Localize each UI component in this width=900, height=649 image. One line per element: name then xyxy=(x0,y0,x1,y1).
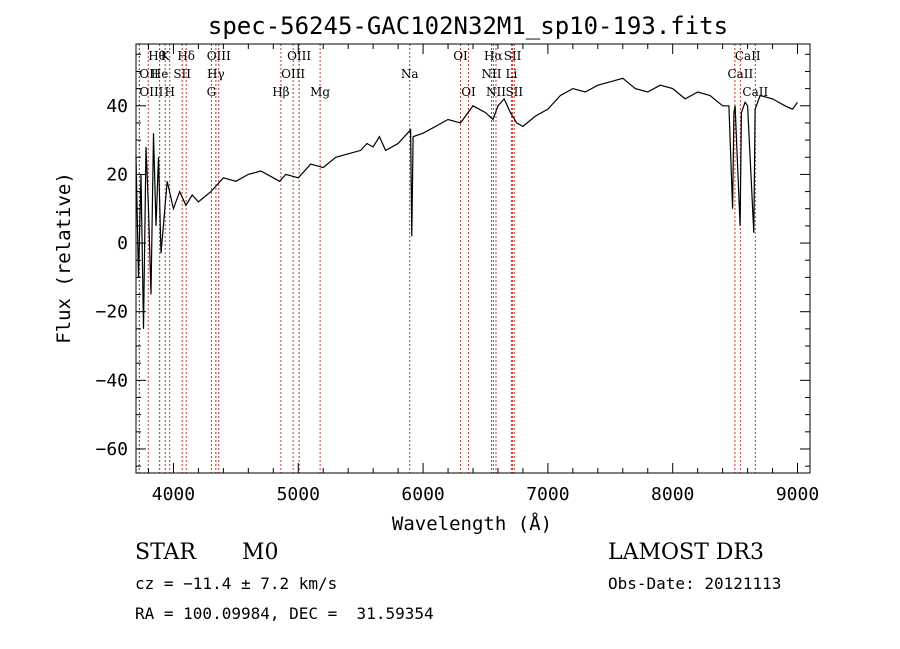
x-tick-label: 7000 xyxy=(526,484,569,505)
spectral-line-label: CaII xyxy=(727,67,753,81)
spectral-line-label: OIII xyxy=(139,85,163,99)
spectral-line-label: CaII xyxy=(735,49,761,63)
spectral-line-label: OI xyxy=(461,85,476,99)
x-tick-label: 9000 xyxy=(776,484,819,505)
spectral-line-label: G xyxy=(207,85,217,99)
spectral-line-label: NII xyxy=(481,67,501,81)
y-axis-ticks: −60 −40 −20 0 20 40 xyxy=(95,53,810,467)
x-tick-label: 8000 xyxy=(651,484,694,505)
y-tick-label: 40 xyxy=(106,96,128,117)
object-subclass: M0 xyxy=(242,540,279,565)
spectral-line-label: OIII xyxy=(207,49,231,63)
y-tick-label: −60 xyxy=(95,439,128,460)
x-tick-label: 6000 xyxy=(401,484,444,505)
chart-title: spec-56245-GAC102N32M1_sp10-193.fits xyxy=(208,12,728,40)
y-tick-label: −40 xyxy=(95,370,128,391)
plot-frame xyxy=(135,43,811,474)
spectral-line-label: Na xyxy=(401,67,419,81)
coordinates: RA = 100.09984, DEC = 31.59354 xyxy=(135,604,434,623)
survey-name: LAMOST DR3 xyxy=(608,540,764,565)
x-axis-label: Wavelength (Å) xyxy=(392,512,552,535)
x-axis-ticks: 4000 5000 6000 7000 8000 9000 xyxy=(147,44,819,505)
y-tick-label: 0 xyxy=(117,233,128,254)
spectral-line-label: OI xyxy=(453,49,468,63)
x-tick-label: 4000 xyxy=(152,484,195,505)
spectral-line-label: Hα xyxy=(484,49,503,63)
spectral-line-label: Li xyxy=(506,67,518,81)
spectral-line-label: K xyxy=(161,49,171,63)
spectral-line-label: Hβ xyxy=(272,85,289,99)
spectral-line-label: SII xyxy=(504,49,522,63)
x-tick-label: 5000 xyxy=(277,484,320,505)
observation-date: Obs-Date: 20121113 xyxy=(608,574,782,593)
spectral-line-label: SII xyxy=(173,67,191,81)
object-class: STAR xyxy=(135,540,196,565)
spectral-line-markers xyxy=(138,44,756,473)
spectral-line-label: Hθ xyxy=(148,49,166,63)
spectral-line-label: He xyxy=(151,67,169,81)
flux-series-line xyxy=(135,77,798,329)
spectral-line-label: NII xyxy=(486,85,506,99)
redshift-cz: cz = −11.4 ± 7.2 km/s xyxy=(135,574,338,593)
spectral-line-label: OIII xyxy=(287,49,311,63)
spectrum-chart: spec-56245-GAC102N32M1_sp10-193.fits HθK… xyxy=(53,12,819,535)
spectral-line-label: Hδ xyxy=(177,49,195,63)
spectral-line-label: Hγ xyxy=(207,67,225,81)
spectral-line-label: SII xyxy=(505,85,523,99)
spectral-line-label: Mg xyxy=(310,85,330,99)
spectral-line-label: OII xyxy=(139,67,159,81)
y-axis-label: Flux (relative) xyxy=(53,172,75,344)
y-tick-label: −20 xyxy=(95,302,128,323)
spectral-line-label: H xyxy=(164,85,174,99)
y-tick-label: 20 xyxy=(106,164,128,185)
spectral-line-label: OIII xyxy=(281,67,305,81)
